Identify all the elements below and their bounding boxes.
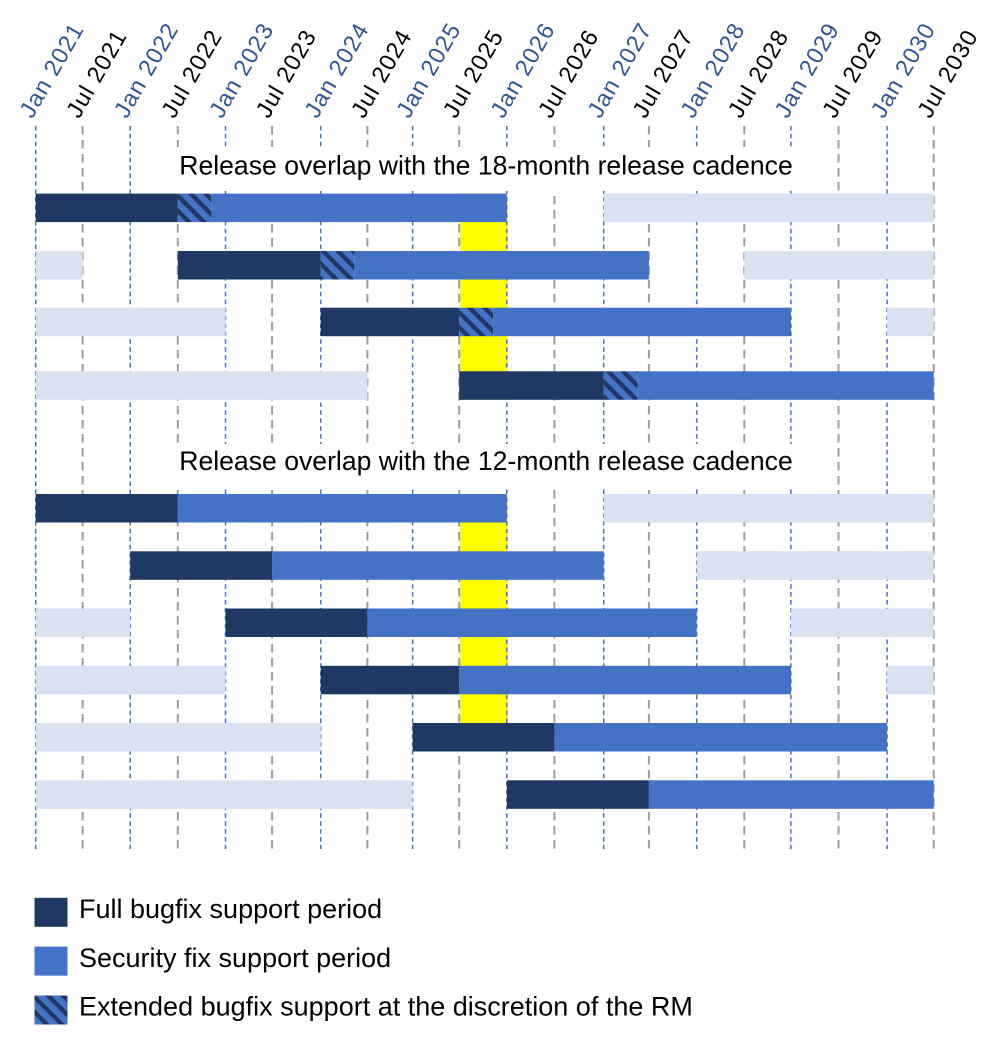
svg-text:Release overlap with the 12-mo: Release overlap with the 12-month releas… bbox=[179, 446, 793, 476]
svg-text:Full bugfix support period: Full bugfix support period bbox=[79, 894, 382, 924]
svg-text:Extended bugfix support at the: Extended bugfix support at the discretio… bbox=[79, 992, 693, 1022]
svg-text:Release overlap with the 18-mo: Release overlap with the 18-month releas… bbox=[179, 150, 793, 180]
svg-text:Security fix support period: Security fix support period bbox=[79, 943, 391, 973]
